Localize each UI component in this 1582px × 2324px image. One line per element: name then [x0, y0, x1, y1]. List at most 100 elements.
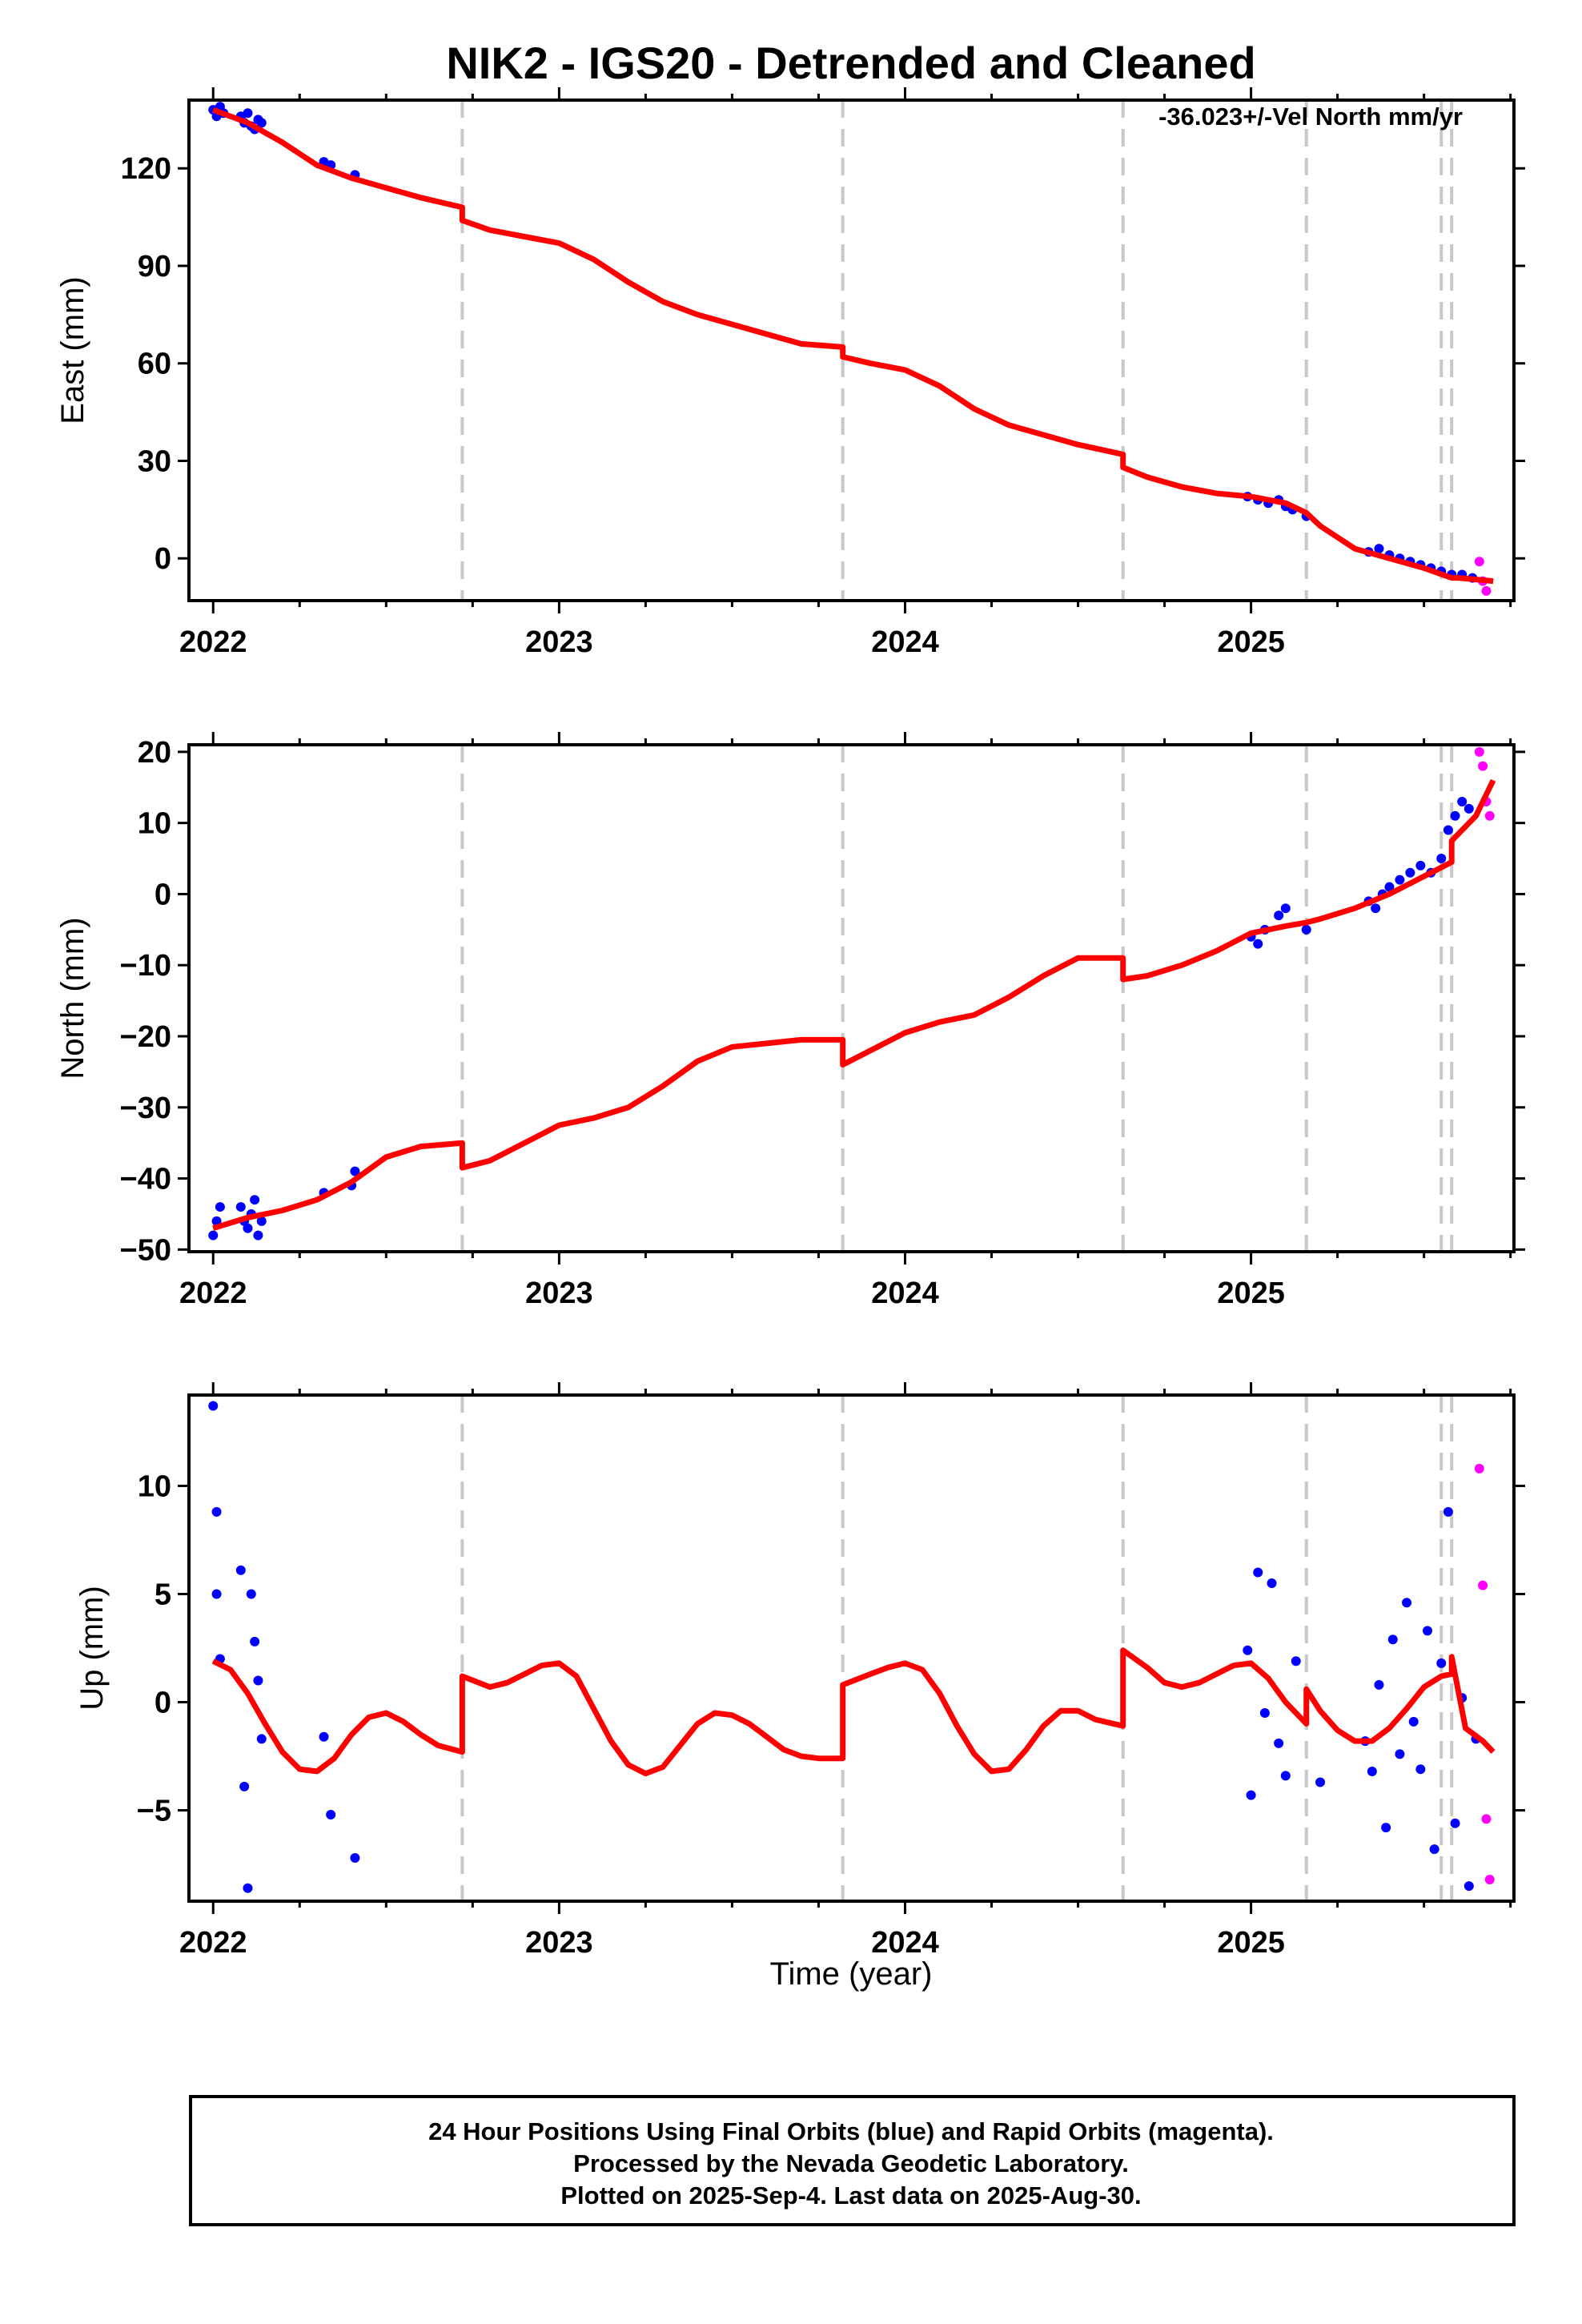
final-orbit-point — [1443, 1506, 1453, 1517]
final-orbit-point — [1246, 1790, 1256, 1800]
final-orbit-point — [1450, 810, 1460, 821]
final-orbit-point — [1395, 1749, 1405, 1759]
plot-area — [208, 745, 1496, 1252]
final-orbit-point — [1387, 1634, 1398, 1645]
final-orbit-point — [1408, 1716, 1419, 1727]
final-orbit-point — [211, 1589, 222, 1599]
velocity-annotation: -36.023+/-Vel North mm/yr — [1158, 103, 1463, 131]
x-tick-label: 2024 — [871, 1277, 939, 1310]
y-tick-label: 5 — [155, 1578, 171, 1611]
final-orbit-point — [243, 108, 253, 119]
y-axis-label: Up (mm) — [74, 1586, 110, 1711]
rapid-orbit-point — [1474, 746, 1484, 757]
footer-frame — [189, 2095, 1516, 2226]
x-tick-label: 2025 — [1217, 625, 1285, 659]
footer-line: Plotted on 2025-Sep-4. Last data on 2025… — [560, 2181, 1141, 2209]
final-orbit-point — [1450, 1818, 1460, 1828]
rapid-orbit-point — [1474, 557, 1484, 567]
panels: 0 30 60 90 120 2022 2023 2024 2025 East (mm) -36.0… — [55, 87, 1525, 1960]
final-orbit-point — [1259, 1708, 1270, 1719]
final-orbit-point — [1280, 1771, 1291, 1781]
x-axis-label: Time (year) — [770, 1956, 933, 1992]
final-orbit-point — [1405, 867, 1415, 878]
final-orbit-point — [208, 1230, 219, 1240]
x-tick-label: 2024 — [871, 625, 939, 659]
final-orbit-point — [1464, 1881, 1474, 1892]
final-orbit-point — [1280, 903, 1291, 914]
final-orbit-point — [1464, 803, 1474, 814]
y-tick-label: 30 — [138, 444, 171, 478]
final-orbit-point — [256, 118, 267, 128]
final-orbit-point — [319, 1731, 329, 1742]
rapid-orbit-point — [1481, 1814, 1492, 1824]
final-orbit-point — [250, 1195, 260, 1205]
final-orbit-point — [253, 1230, 263, 1240]
final-orbit-point — [1374, 544, 1384, 554]
final-orbit-point — [246, 1589, 256, 1599]
y-tick-label: 0 — [155, 878, 171, 911]
y-tick-label: −5 — [137, 1795, 171, 1828]
y-tick-label: −20 — [120, 1020, 171, 1054]
y-tick-label: 10 — [138, 1470, 171, 1503]
final-orbit-point — [243, 1883, 253, 1893]
final-orbit-point — [1374, 1679, 1384, 1690]
y-axis-label: North (mm) — [55, 917, 90, 1079]
panel-east: 0 30 60 90 120 2022 2023 2024 2025 East (mm) -36.0… — [55, 87, 1525, 659]
final-orbit-point — [208, 1401, 219, 1411]
x-tick-label: 2025 — [1217, 1277, 1285, 1310]
final-orbit-point — [1436, 1658, 1447, 1668]
y-tick-label: 120 — [121, 152, 171, 186]
rapid-orbit-point — [1484, 810, 1495, 821]
axes-frame — [187, 99, 1516, 602]
final-orbit-point — [211, 1506, 222, 1517]
final-orbit-point — [256, 1734, 267, 1744]
final-orbit-point — [1267, 1578, 1277, 1588]
chart-title: NIK2 - IGS20 - Detrended and Cleaned — [446, 38, 1255, 88]
final-orbit-point — [1429, 1844, 1439, 1855]
y-tick-label: 90 — [138, 250, 171, 283]
y-tick-label: −30 — [120, 1092, 171, 1125]
final-orbit-point — [326, 1809, 336, 1819]
x-tick-label: 2022 — [179, 1926, 247, 1960]
final-orbit-point — [1443, 825, 1453, 835]
footer-box: 24 Hour Positions Using Final Orbits (bl… — [189, 2095, 1516, 2226]
final-orbit-point — [1243, 1645, 1253, 1655]
final-orbit-point — [350, 1852, 360, 1863]
x-tick-label: 2025 — [1217, 1926, 1285, 1960]
final-orbit-point — [215, 1202, 225, 1212]
x-tick-label: 2023 — [525, 1277, 593, 1310]
footer-line: 24 Hour Positions Using Final Orbits (bl… — [428, 2117, 1274, 2145]
final-orbit-point — [253, 1675, 263, 1686]
plot-area — [208, 1395, 1496, 1901]
rapid-orbit-point — [1484, 1874, 1495, 1884]
model-curve — [211, 1647, 1496, 1777]
final-orbit-point — [256, 1216, 267, 1226]
final-orbit-point — [239, 1781, 250, 1791]
model-curve — [212, 778, 1496, 1232]
footer-line: Processed by the Nevada Geodetic Laborat… — [573, 2149, 1129, 2177]
rapid-orbit-point — [1474, 1463, 1484, 1474]
final-orbit-point — [1274, 1738, 1284, 1748]
axes-frame — [187, 1393, 1516, 1903]
final-orbit-point — [1415, 1764, 1426, 1775]
axes-frame — [187, 743, 1516, 1253]
rapid-orbit-point — [1478, 1580, 1488, 1590]
final-orbit-point — [1395, 875, 1405, 885]
rapid-orbit-point — [1478, 761, 1488, 771]
final-orbit-point — [1402, 1598, 1412, 1608]
y-axis-label: East (mm) — [55, 276, 90, 424]
final-orbit-point — [1381, 1823, 1391, 1833]
x-tick-label: 2023 — [525, 625, 593, 659]
final-orbit-point — [1301, 924, 1311, 935]
final-orbit-point — [1384, 882, 1395, 892]
x-tick-label: 2023 — [525, 1926, 593, 1960]
panel-up: −5 0 5 10 2022 2023 2024 2025 Up (mm) — [74, 1382, 1525, 1960]
x-tick-label: 2022 — [179, 1277, 247, 1310]
final-orbit-point — [1315, 1777, 1326, 1787]
final-orbit-point — [250, 1636, 260, 1647]
final-orbit-point — [1253, 939, 1263, 949]
y-tick-label: −10 — [120, 949, 171, 983]
final-orbit-point — [1274, 911, 1284, 921]
final-orbit-point — [1422, 1626, 1432, 1636]
